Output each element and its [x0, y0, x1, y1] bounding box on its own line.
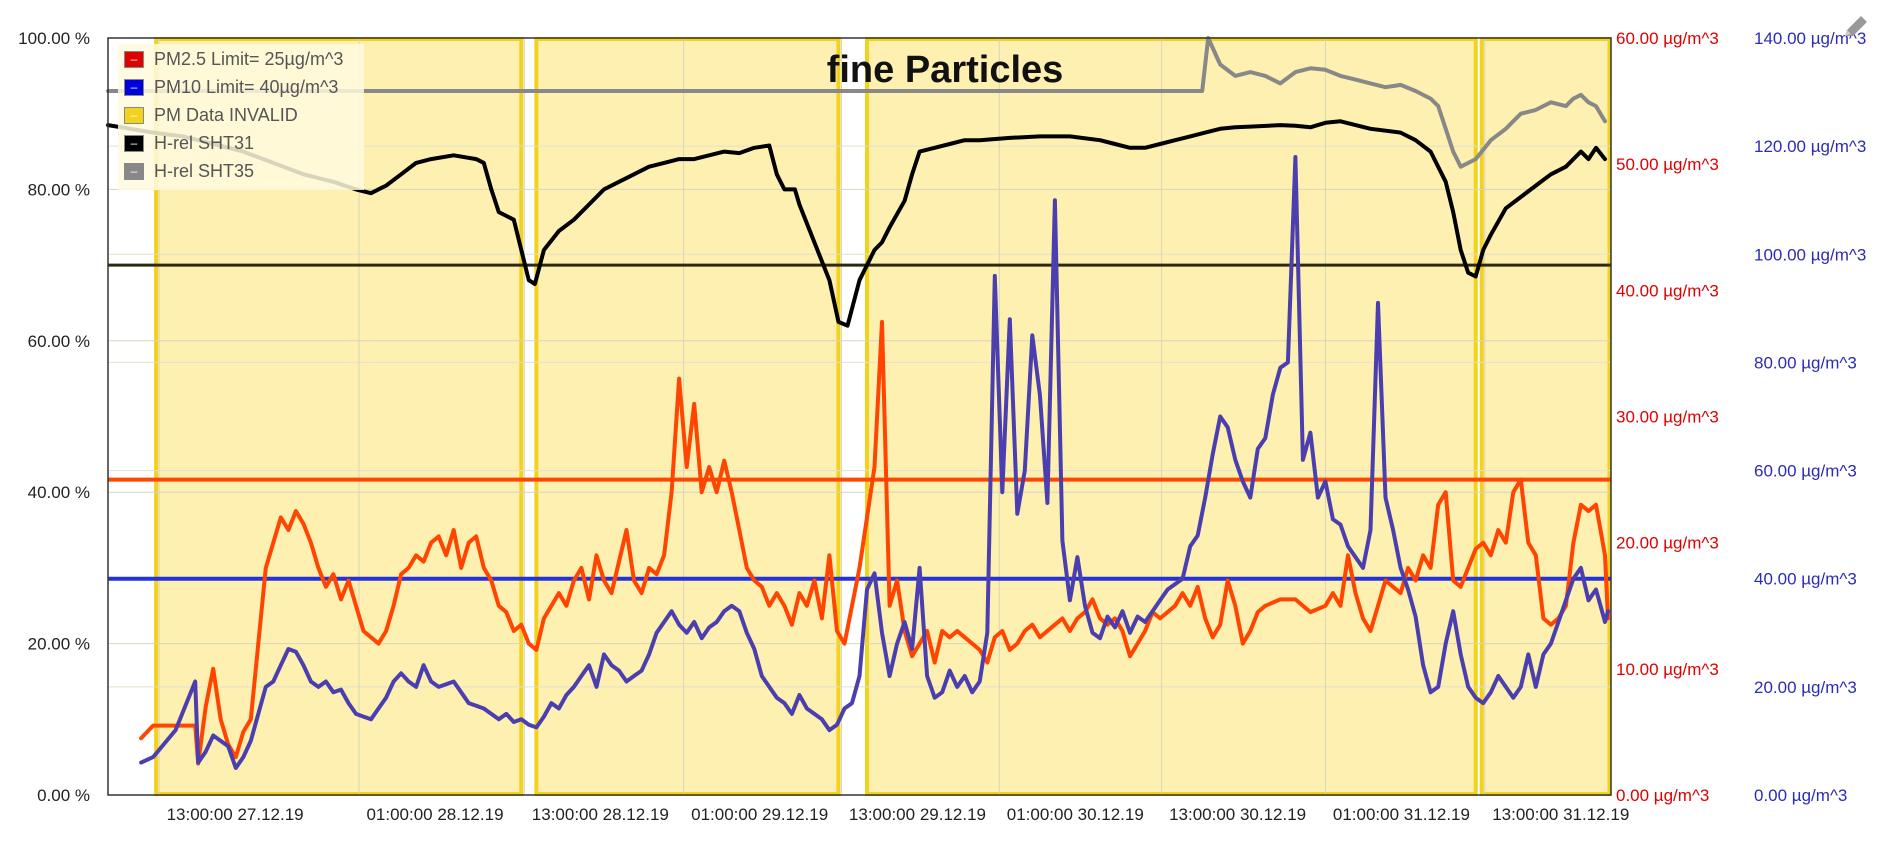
series-line-pm2-5 [139, 319, 1610, 766]
pm25-axis-ticks: 0.00 µg/m^3 10.00 µg/m^3 20.00 µg/m^3 30.00… [1616, 29, 1719, 805]
x-tick-label: 13:00:00 31.12.19 [1492, 805, 1629, 824]
legend-item-pm10[interactable]: – PM10 Limit= 40µg/m^3 [124, 75, 338, 99]
legend-label-pm10: PM10 Limit= 40µg/m^3 [154, 76, 339, 97]
invalid-band-3 [1481, 38, 1610, 795]
right_pm10-tick-label: 40.00 µg/m^3 [1754, 570, 1857, 589]
series-line-h-rel-sht31 [106, 119, 1607, 328]
right_pm10-tick-label: 100.00 µg/m^3 [1754, 245, 1866, 264]
right_pm10-tick-label: 0.00 µg/m^3 [1754, 786, 1847, 805]
x-tick-label: 13:00:00 29.12.19 [849, 805, 986, 824]
left-axis-ticks: 0.00 % 20.00 % 40.00 % 60.00 % 80.00 % 100.00… [18, 29, 90, 805]
legend-item-invalid[interactable]: – PM Data INVALID [124, 103, 298, 127]
legend-item-pm25[interactable]: – PM2.5 Limit= 25µg/m^3 [124, 47, 343, 71]
right_pm25-tick-label: 0.00 µg/m^3 [1616, 786, 1709, 805]
legend-label-pm25: PM2.5 Limit= 25µg/m^3 [154, 48, 344, 69]
left-tick-label: 100.00 % [18, 29, 90, 48]
invalid-band-edge-3 [1479, 37, 1612, 796]
invalid-bands [154, 37, 1612, 796]
limit-lines [108, 263, 1611, 581]
right_pm25-tick-label: 60.00 µg/m^3 [1616, 29, 1719, 48]
invalid-band-1 [536, 38, 839, 795]
series-lines [106, 36, 1610, 770]
legend-label-invalid: PM Data INVALID [154, 104, 298, 125]
legend-swatch-pm25: – [124, 50, 144, 68]
x-tick-label: 13:00:00 30.12.19 [1169, 805, 1306, 824]
pencil-icon[interactable] [1839, 10, 1873, 44]
x-tick-label: 01:00:00 28.12.19 [366, 805, 503, 824]
right_pm25-tick-label: 10.00 µg/m^3 [1616, 660, 1719, 679]
legend-label-sht31: H-rel SHT31 [154, 132, 255, 153]
x-tick-label: 13:00:00 28.12.19 [532, 805, 669, 824]
right_pm10-tick-label: 20.00 µg/m^3 [1754, 678, 1857, 697]
left-tick-label: 40.00 % [28, 483, 90, 502]
legend-item-sht31[interactable]: – H-rel SHT31 [124, 131, 254, 155]
invalid-band-edge-1 [534, 37, 841, 796]
legend-item-sht35[interactable]: – H-rel SHT35 [124, 159, 254, 183]
right_pm25-tick-label: 50.00 µg/m^3 [1616, 155, 1719, 174]
chart-title: fine Particles [827, 49, 1064, 91]
legend-swatch-sht31: – [124, 134, 144, 152]
right_pm10-tick-label: 80.00 µg/m^3 [1754, 353, 1857, 372]
x-tick-label: 01:00:00 30.12.19 [1007, 805, 1144, 824]
legend: – PM2.5 Limit= 25µg/m^3– PM10 Limit= 40µg/… [118, 44, 364, 190]
right_pm10-tick-label: 60.00 µg/m^3 [1754, 462, 1857, 481]
right_pm10-tick-label: 140.00 µg/m^3 [1754, 29, 1866, 48]
legend-swatch-sht35: – [124, 162, 144, 180]
legend-swatch-invalid: – [124, 106, 144, 124]
left-tick-label: 0.00 % [37, 786, 90, 805]
invalid-band-edge-0 [154, 37, 524, 796]
x-tick-label: 13:00:00 27.12.19 [167, 805, 304, 824]
plot-frame [107, 37, 1612, 796]
pm10-axis-ticks: 0.00 µg/m^3 20.00 µg/m^3 40.00 µg/m^3 60.00… [1754, 29, 1866, 805]
left-tick-label: 20.00 % [28, 635, 90, 654]
series-line-h-rel-sht35 [106, 36, 1607, 169]
x-tick-label: 01:00:00 31.12.19 [1333, 805, 1470, 824]
legend-swatch-pm10: – [124, 78, 144, 96]
invalid-band-edge-2 [865, 37, 1478, 796]
left-tick-label: 60.00 % [28, 332, 90, 351]
invalid-band-2 [867, 38, 1476, 795]
series-line-pm10 [139, 155, 1610, 770]
left-tick-label: 80.00 % [28, 180, 90, 199]
x-tick-label: 01:00:00 29.12.19 [691, 805, 828, 824]
right_pm25-tick-label: 20.00 µg/m^3 [1616, 534, 1719, 553]
right_pm25-tick-label: 30.00 µg/m^3 [1616, 408, 1719, 427]
right_pm10-tick-label: 120.00 µg/m^3 [1754, 137, 1866, 156]
right_pm25-tick-label: 40.00 µg/m^3 [1616, 281, 1719, 300]
legend-label-sht35: H-rel SHT35 [154, 160, 255, 181]
x-axis-ticks: 13:00:00 27.12.19 01:00:00 28.12.19 13:00:… [167, 805, 1630, 824]
